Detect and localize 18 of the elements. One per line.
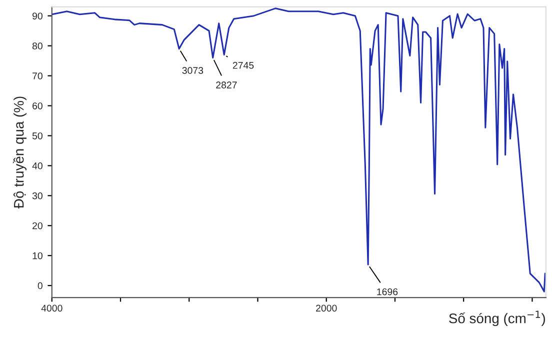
y-tick-label: 0 [38,282,42,290]
x-axis-title: Số sóng (cm$^{−1}$) [449,310,545,326]
x-tick-label: 4000 [41,304,62,312]
annotation: 2745 [232,62,254,69]
y-tick-label: 30 [32,192,42,200]
y-tick-label: 10 [32,252,42,260]
y-tick-label: 80 [32,42,42,50]
y-tick-label: 50 [32,132,42,140]
y-tick-label: 60 [32,102,42,110]
y-tick-label: 40 [32,162,42,170]
annotation: 2827 [216,82,237,88]
x-tick-label: 2000 [316,304,337,312]
annotation: 3073 [182,67,204,74]
y-tick-label: 20 [32,222,42,230]
annotation: 1696 [377,288,398,296]
y-axis-title: Độ truyền qua (%) [12,96,26,208]
y-tick-label: 70 [32,72,42,80]
y-tick-label: 90 [32,12,42,20]
